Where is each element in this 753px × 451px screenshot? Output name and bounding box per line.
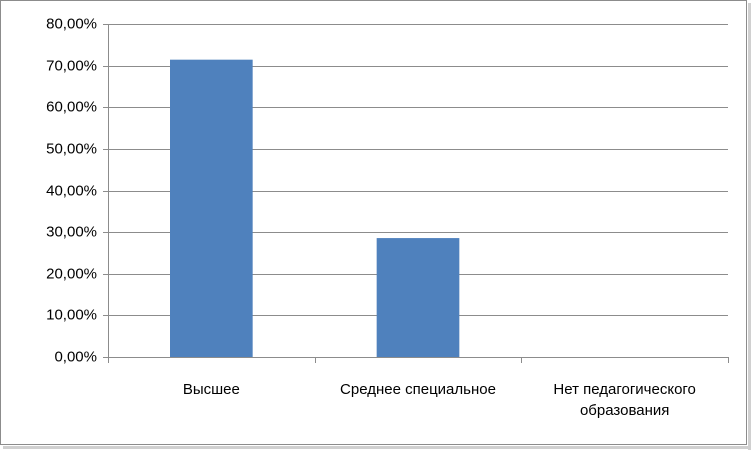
y-tick-label: 10,00% [46, 306, 97, 323]
y-tick-label: 70,00% [46, 57, 97, 74]
y-tick-label: 0,00% [54, 348, 97, 365]
bar [376, 238, 460, 357]
x-tick-label: Высшее [182, 381, 240, 398]
y-tick-label: 20,00% [46, 265, 97, 282]
y-tick-label: 60,00% [46, 98, 97, 115]
y-tick-label: 30,00% [46, 223, 97, 240]
y-tick-label: 50,00% [46, 140, 97, 157]
y-tick-label: 40,00% [46, 182, 97, 199]
x-tick-label: Нет педагогического образования [553, 381, 696, 419]
chart-frame [0, 0, 747, 445]
bar [170, 59, 253, 357]
x-tick-label: Среднее специальное [340, 381, 496, 398]
y-tick-label: 80,00% [46, 15, 97, 32]
